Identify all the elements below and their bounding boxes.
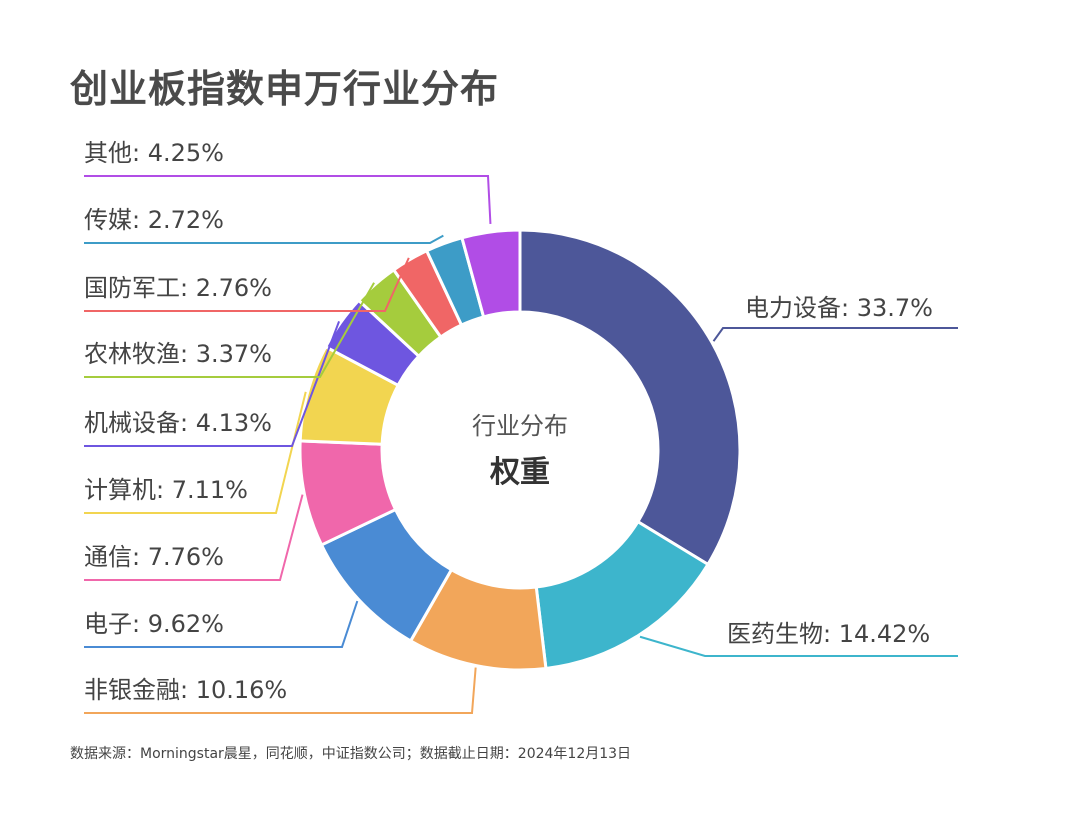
leader-非银金融	[84, 667, 477, 714]
leader-其他	[84, 175, 492, 225]
slice-电力设备	[518, 228, 742, 567]
leader-国防军工	[84, 257, 410, 312]
label-农林牧渔: 农林牧渔: 3.37%	[84, 340, 272, 368]
label-电子: 电子: 9.62%	[84, 610, 224, 638]
leader-医药生物	[639, 635, 958, 657]
label-国防军工: 国防军工: 2.76%	[84, 274, 272, 302]
leader-通信	[84, 494, 304, 581]
leader-计算机	[84, 391, 307, 514]
label-电力设备: 电力设备: 33.7%	[745, 294, 933, 322]
leader-电子	[84, 600, 359, 648]
label-通信: 通信: 7.76%	[84, 543, 224, 571]
source-note: 数据来源：Morningstar晨星，同花顺，中证指数公司；数据截止日期：202…	[70, 746, 632, 762]
slice-其他	[460, 228, 522, 319]
chart-title: 创业板指数申万行业分布	[70, 67, 500, 111]
leader-传媒	[84, 234, 444, 244]
center-label-1: 行业分布	[472, 412, 568, 440]
label-医药生物: 医药生物: 14.42%	[727, 620, 930, 648]
label-传媒: 传媒: 2.72%	[84, 206, 224, 234]
label-计算机: 计算机: 7.11%	[84, 476, 248, 504]
leader-机械设备	[84, 321, 340, 447]
center-label-2: 权重	[489, 455, 550, 490]
leader-电力设备	[712, 327, 958, 342]
label-非银金融: 非银金融: 10.16%	[84, 676, 287, 704]
label-机械设备: 机械设备: 4.13%	[84, 409, 272, 437]
leader-农林牧渔	[84, 282, 375, 378]
label-其他: 其他: 4.25%	[84, 139, 224, 167]
